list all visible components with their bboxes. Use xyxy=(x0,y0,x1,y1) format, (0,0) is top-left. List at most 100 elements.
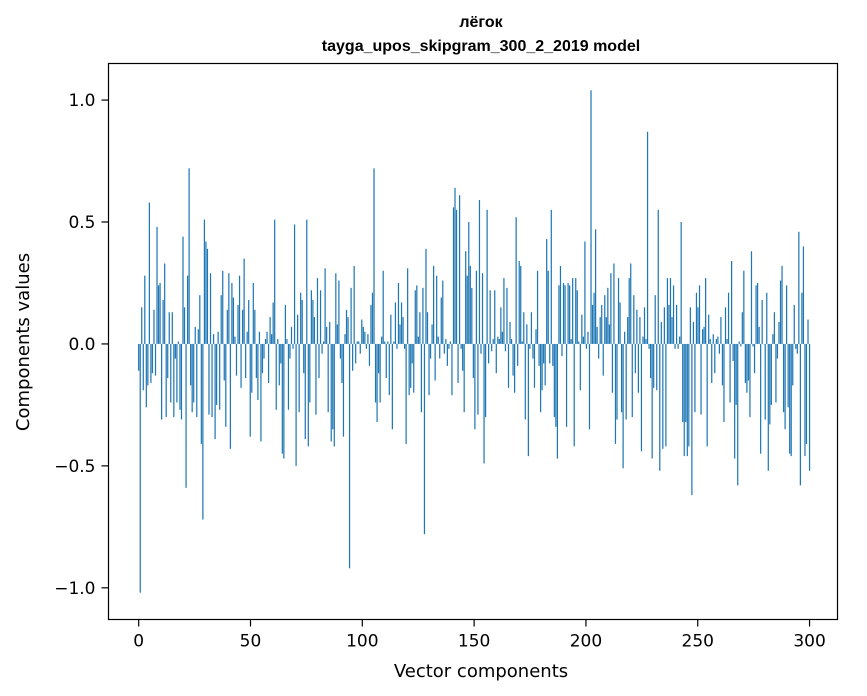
bar xyxy=(445,339,447,344)
bar xyxy=(332,343,334,430)
bar xyxy=(585,343,588,349)
bar xyxy=(298,343,300,413)
bar xyxy=(786,285,788,344)
bar xyxy=(405,343,407,444)
bar xyxy=(584,241,586,344)
bar xyxy=(194,326,196,344)
bar xyxy=(529,343,531,349)
bar xyxy=(714,343,716,374)
chart-subtitle: tayga_upos_skipgram_300_2_2019 model xyxy=(322,38,640,55)
bar xyxy=(509,321,511,344)
bar xyxy=(532,343,534,359)
bar xyxy=(264,339,267,344)
bar xyxy=(801,292,803,344)
x-tick-label: 0 xyxy=(133,632,144,652)
bar xyxy=(186,275,189,344)
bar xyxy=(458,195,461,344)
bar xyxy=(705,278,707,344)
bar xyxy=(338,280,340,344)
bar xyxy=(245,343,247,379)
bar xyxy=(778,321,780,344)
bar xyxy=(795,343,797,349)
bar xyxy=(570,339,572,344)
bar xyxy=(306,219,308,344)
bar xyxy=(260,343,262,442)
bar xyxy=(802,246,805,344)
bar xyxy=(428,343,430,396)
bar xyxy=(538,343,540,366)
bar xyxy=(214,343,216,440)
x-tick-label: 50 xyxy=(240,632,262,652)
bar xyxy=(388,343,390,396)
bar xyxy=(804,343,806,457)
bar xyxy=(468,222,470,344)
bar xyxy=(399,324,401,344)
bar xyxy=(433,265,435,344)
bar xyxy=(619,302,621,344)
bar xyxy=(446,343,448,366)
bar xyxy=(575,278,577,344)
bar xyxy=(284,304,286,344)
bar xyxy=(718,343,720,354)
bar xyxy=(286,339,288,344)
bar xyxy=(682,343,684,422)
bar xyxy=(760,343,762,454)
bar xyxy=(599,317,601,344)
bar xyxy=(269,317,271,344)
bar xyxy=(261,343,264,374)
bar xyxy=(726,339,728,344)
bar xyxy=(769,343,771,425)
bar xyxy=(715,339,717,344)
bar xyxy=(478,200,481,344)
bar xyxy=(672,285,675,344)
bar xyxy=(564,285,566,344)
bar xyxy=(167,343,169,379)
bar xyxy=(257,343,259,401)
bar xyxy=(743,270,745,344)
bar xyxy=(177,341,180,344)
bar xyxy=(426,312,429,344)
bar xyxy=(379,343,381,403)
bar xyxy=(463,343,465,413)
bar xyxy=(686,343,688,457)
bar xyxy=(604,295,606,344)
bar xyxy=(761,300,763,344)
bar xyxy=(159,282,161,344)
bar xyxy=(627,317,629,344)
bar xyxy=(394,302,397,344)
bar xyxy=(411,343,413,364)
bar xyxy=(562,282,565,344)
bar xyxy=(590,90,592,344)
bar xyxy=(677,343,679,349)
bar xyxy=(524,343,526,420)
bar xyxy=(365,343,367,349)
bar xyxy=(382,270,384,344)
bar xyxy=(630,263,632,344)
bar xyxy=(208,343,210,415)
bar xyxy=(319,290,322,344)
bar xyxy=(157,285,160,344)
y-tick-label: 0.0 xyxy=(68,335,95,355)
bar xyxy=(310,290,312,344)
bar xyxy=(572,278,574,344)
bar xyxy=(292,343,294,349)
bar xyxy=(199,295,201,344)
plot-frame xyxy=(107,62,839,621)
bar xyxy=(368,343,371,366)
bar xyxy=(235,343,238,376)
bar xyxy=(607,287,609,344)
bar xyxy=(616,343,618,420)
bar xyxy=(591,304,594,344)
bar xyxy=(475,270,478,344)
x-tick-label: 250 xyxy=(682,632,714,652)
bar xyxy=(781,265,783,344)
bar xyxy=(784,343,786,430)
bar xyxy=(767,343,769,471)
bar xyxy=(520,265,522,344)
bar xyxy=(454,187,456,344)
bar xyxy=(569,285,571,344)
bar xyxy=(553,343,555,418)
bar xyxy=(596,326,598,344)
bar xyxy=(283,343,285,459)
bar xyxy=(248,300,250,344)
